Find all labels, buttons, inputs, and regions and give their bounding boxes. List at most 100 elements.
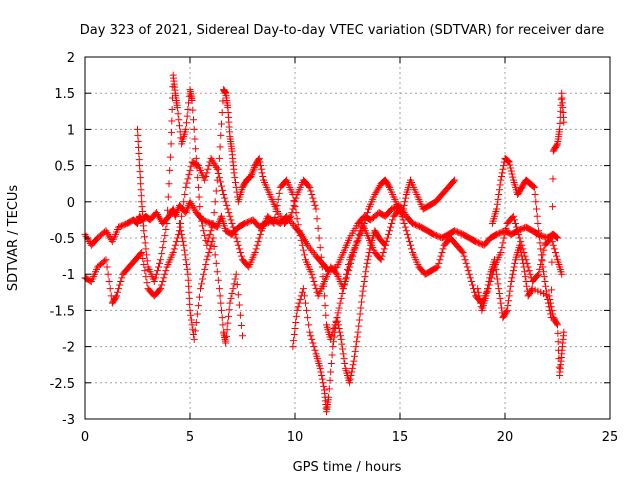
data-point [320, 282, 328, 290]
data-point [547, 303, 555, 311]
data-point [155, 263, 162, 271]
data-point [137, 186, 145, 194]
data-point [219, 97, 227, 105]
data-point [333, 314, 341, 322]
data-point [224, 319, 232, 327]
data-point [357, 304, 365, 312]
data-point [493, 275, 501, 283]
data-point [387, 223, 395, 231]
data-point [466, 274, 474, 282]
data-point [257, 162, 265, 170]
data-point [295, 227, 303, 235]
data-point [187, 311, 195, 319]
data-point [225, 306, 233, 314]
data-point [408, 245, 416, 253]
data-point [341, 359, 349, 367]
data-point [336, 328, 344, 336]
data-point [229, 285, 237, 293]
data-point [105, 232, 113, 240]
data-point [493, 205, 501, 213]
data-point [497, 299, 505, 307]
data-point [224, 205, 232, 213]
data-point [297, 230, 305, 238]
data-point [363, 209, 371, 217]
data-point [338, 340, 346, 348]
data-point [271, 213, 279, 221]
data-point [162, 267, 170, 275]
data-point [337, 332, 344, 340]
axis-ticks: 0 5 10 15 20 25 -3 -2.5 -2 -1.5 -1 -0.5 0 0.5 1 1.5 2 [50, 51, 619, 445]
data-point [236, 311, 244, 319]
data-point [219, 186, 227, 194]
data-point [362, 212, 370, 220]
data-point [185, 282, 193, 290]
data-point [530, 183, 538, 191]
data-point [340, 280, 348, 288]
data-point [334, 317, 342, 325]
y-tick-label: -1.5 [50, 304, 75, 319]
data-point [179, 238, 187, 246]
data-point [143, 257, 151, 265]
data-point [491, 256, 498, 264]
data-point [541, 277, 549, 285]
data-point [375, 183, 383, 191]
data-point [222, 198, 230, 206]
data-point [232, 234, 240, 242]
data-point [259, 172, 267, 180]
data-point [506, 161, 514, 169]
data-point [459, 248, 467, 256]
data-point [212, 187, 220, 195]
data-point [231, 174, 239, 182]
data-point [302, 299, 309, 307]
data-point [202, 172, 210, 180]
data-point [389, 216, 397, 224]
data-point [401, 198, 409, 206]
data-point [173, 207, 181, 215]
data-point [177, 227, 185, 235]
data-point [558, 270, 566, 278]
data-point [174, 110, 182, 118]
data-point [374, 185, 382, 193]
data-point [554, 321, 561, 329]
data-point [137, 250, 145, 258]
data-point [351, 352, 358, 360]
data-point [190, 125, 198, 133]
data-point [254, 238, 262, 246]
data-point [290, 201, 298, 209]
data-point [172, 238, 180, 246]
data-point [510, 216, 518, 224]
data-point [383, 234, 391, 242]
x-tick-label: 0 [81, 430, 89, 445]
data-point [106, 234, 114, 242]
data-point [250, 165, 258, 173]
data-point [309, 194, 317, 202]
data-point [237, 321, 245, 329]
data-point [210, 242, 218, 250]
data-point [318, 372, 326, 380]
data-point [172, 210, 180, 218]
data-point [305, 321, 313, 329]
data-point [495, 191, 503, 199]
data-point [141, 233, 148, 241]
data-point [167, 140, 175, 148]
data-point [287, 212, 295, 220]
data-point [160, 238, 168, 246]
data-point [516, 234, 524, 242]
data-point [182, 256, 190, 264]
data-point [163, 220, 171, 228]
data-point [342, 270, 350, 278]
y-tick-label: 0.5 [54, 160, 75, 175]
data-point [496, 181, 504, 189]
data-point [520, 263, 528, 271]
data-point [161, 270, 169, 278]
data-point [329, 343, 337, 351]
data-point [216, 143, 224, 151]
data-point [400, 205, 407, 213]
data-point [106, 285, 114, 293]
data-point [178, 212, 186, 220]
data-point [235, 245, 243, 253]
data-point [504, 157, 512, 165]
data-point [322, 311, 330, 319]
data-point [400, 220, 408, 228]
data-point [112, 293, 120, 301]
